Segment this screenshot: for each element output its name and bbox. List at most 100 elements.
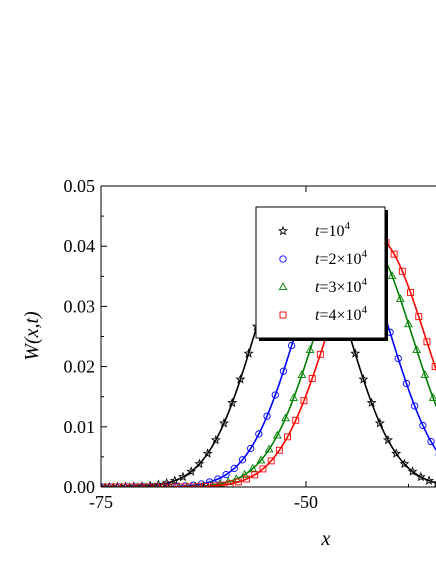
data-point [194,458,205,469]
data-point [431,363,436,371]
series-line [101,230,436,487]
data-point [218,417,230,428]
legend-item-star: t=104 [278,220,350,240]
data-point [279,255,287,263]
data-point [240,470,249,478]
data-point [251,471,259,479]
data-point [402,379,411,388]
legend-label: t=2×104 [315,248,368,268]
data-point [227,397,238,408]
data-point [248,463,258,472]
data-point [214,475,222,483]
data-point [267,457,275,465]
data-point [169,475,180,485]
data-point [272,430,282,439]
data-point [218,481,226,487]
data-point [231,474,241,483]
data-point [423,475,435,485]
legend-label-var: t [315,279,320,296]
data-point [287,341,296,350]
data-point [210,482,218,487]
data-point [275,446,283,454]
data-point [410,402,419,410]
data-point [423,338,431,346]
data-point [390,250,398,258]
legend-item-triangle: t=3×104 [278,276,368,296]
data-point [235,374,246,384]
legend-label-exponent: 4 [362,248,368,260]
data-point [391,448,402,458]
y-tick-label: 0.01 [64,417,96,437]
legend-label-exponent: 4 [362,304,368,316]
data-point [358,374,369,384]
series-line [101,233,436,487]
y-tick-label: 0.04 [64,236,96,256]
data-point [350,348,361,358]
legend-label-value: =3×10 [319,279,361,296]
y-tick-label: 0.03 [64,296,96,316]
data-point [177,471,189,482]
data-point [279,367,288,375]
data-point [427,437,435,446]
data-point [387,271,397,280]
data-point [264,444,274,453]
data-point [200,481,207,487]
data-point [407,289,414,297]
data-point [432,481,436,487]
x-axis-title: x [321,528,331,550]
data-point [278,225,288,236]
data-point [415,471,426,482]
data-point [256,455,266,464]
data-point [230,464,238,473]
data-point [238,456,247,464]
legend-label-var: t [315,223,320,240]
data-point [255,430,263,438]
data-point [284,433,291,441]
legend-label-exponent: 4 [344,220,350,232]
data-point [366,397,377,408]
data-point [404,319,413,328]
data-point [308,375,316,382]
legend-label-value: =10 [319,223,344,240]
data-point [415,313,423,321]
data-point [271,391,279,399]
data-point [419,421,427,430]
data-point [278,282,288,291]
data-point [202,482,210,487]
data-point [428,393,436,401]
legend-label: t=3×104 [315,276,368,296]
legend-label-value: =4×10 [319,307,361,324]
x-tick-label: -75 [89,492,113,512]
data-point [243,348,254,358]
data-point [292,416,300,424]
data-point [305,345,315,353]
legend-label-var: t [315,251,320,268]
y-tick-label: 0.02 [64,357,96,377]
legend-box [255,206,386,339]
data-point [186,466,197,476]
legend-label: t=4×104 [315,304,368,324]
data-point [208,480,216,487]
data-point [398,267,406,275]
y-axis-title: W(x,t) [21,311,43,361]
data-point [243,475,251,483]
data-point [394,354,402,363]
data-point [202,448,213,458]
data-point [399,458,410,469]
data-point [192,481,199,487]
data-point [316,350,324,358]
data-point [420,370,430,378]
data-point [161,477,172,487]
data-point [234,478,242,486]
axes: -75-50-250250.000.010.020.030.040.05 [64,176,436,512]
data-point [259,465,267,473]
legend-item-circle: t=2×104 [279,248,368,268]
legend-label-var: t [315,307,320,324]
legend-label-exponent: 4 [362,276,368,288]
y-tick-label: 0.00 [64,477,96,497]
y-tick-label: 0.05 [64,176,96,196]
data-point [382,434,394,445]
legend-label-value: =2×10 [319,251,361,268]
